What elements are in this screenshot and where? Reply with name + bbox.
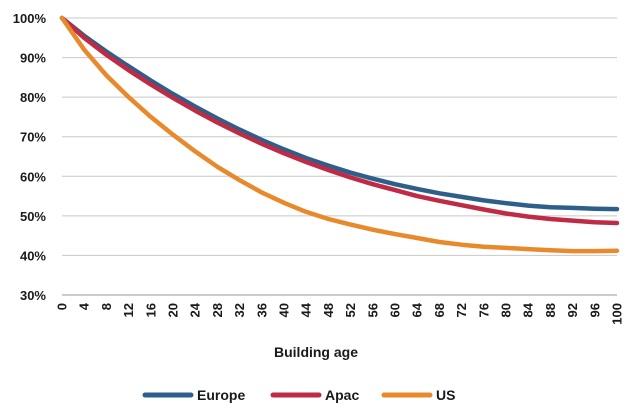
x-tick-label: 96	[587, 303, 602, 317]
x-tick-label: 76	[476, 303, 491, 317]
series-line-europe	[59, 15, 620, 212]
y-tick-label: 80%	[20, 90, 46, 105]
x-tick-label: 88	[543, 303, 558, 317]
x-tick-label: 36	[254, 303, 269, 317]
series-line-us	[59, 15, 620, 254]
y-tick-label: 100%	[13, 11, 47, 26]
y-tick-label: 50%	[20, 209, 46, 224]
legend-label-apac: Apac	[325, 387, 359, 403]
x-tick-label: 12	[121, 303, 136, 317]
y-tick-label: 40%	[20, 248, 46, 263]
x-tick-label: 56	[365, 303, 380, 317]
legend-label-us: US	[436, 387, 455, 403]
x-axis-title: Building age	[274, 344, 358, 360]
series-lines	[59, 15, 620, 254]
legend: Europe Apac US	[142, 387, 455, 403]
x-tick-label: 16	[143, 303, 158, 317]
x-tick-label: 28	[210, 303, 225, 317]
x-tick-label: 44	[299, 302, 314, 317]
x-tick-label: 40	[277, 303, 292, 317]
x-tick-label: 52	[343, 303, 358, 317]
x-tick-label: 80	[499, 303, 514, 317]
y-axis-tick-labels: 30% 40% 50% 60% 70% 80% 90% 100%	[13, 11, 47, 303]
x-tick-label: 64	[410, 302, 425, 317]
x-tick-label: 4	[77, 302, 92, 310]
x-tick-label: 20	[166, 303, 181, 317]
x-axis-tick-labels: 0 4 8 12 16 20 24 28 32 36 40 44 48 52 56 60 64 68 72 76 80 8…	[55, 302, 625, 324]
x-tick-label: 24	[188, 302, 203, 317]
y-tick-label: 70%	[20, 130, 46, 145]
y-tick-label: 30%	[20, 288, 46, 303]
x-tick-label: 92	[565, 303, 580, 317]
x-tick-label: 60	[388, 303, 403, 317]
y-tick-label: 90%	[20, 51, 46, 66]
x-tick-label: 0	[55, 303, 70, 310]
gridlines	[62, 17, 617, 256]
series-line-apac	[59, 15, 620, 226]
x-tick-label: 72	[454, 303, 469, 317]
x-tick-label: 32	[232, 303, 247, 317]
x-tick-label: 8	[99, 303, 114, 310]
x-tick-label: 48	[321, 303, 336, 317]
legend-label-europe: Europe	[197, 387, 245, 403]
x-tick-label: 84	[521, 302, 536, 317]
y-tick-label: 60%	[20, 169, 46, 184]
x-tick-label: 68	[432, 303, 447, 317]
x-tick-label: 100	[610, 303, 625, 325]
